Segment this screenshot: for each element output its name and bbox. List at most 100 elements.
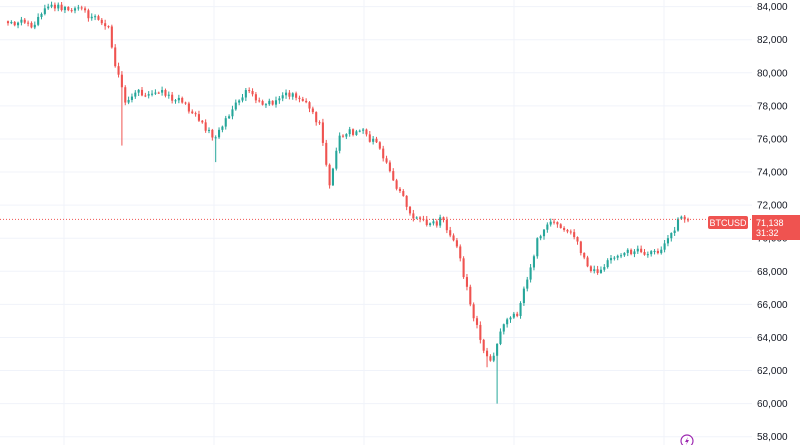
candle-down <box>144 95 147 97</box>
candle-down <box>184 102 187 104</box>
candle-down <box>583 252 586 258</box>
candle-up <box>231 109 234 117</box>
candle-down <box>382 148 385 159</box>
candle-up <box>63 6 66 11</box>
candle-up <box>281 95 284 99</box>
candle-down <box>311 108 314 113</box>
candle-down <box>442 217 445 221</box>
candle-up <box>599 269 602 273</box>
candle-down <box>569 231 572 233</box>
candle-up <box>646 254 649 256</box>
candle-down <box>398 188 401 192</box>
candle-down <box>395 180 398 189</box>
candle-up <box>506 319 509 325</box>
candle-up <box>526 279 529 289</box>
candle-down <box>201 120 204 123</box>
candle-up <box>177 97 180 101</box>
candle-down <box>120 74 123 88</box>
candle-up <box>532 256 535 268</box>
candle-up <box>429 223 432 225</box>
candle-down <box>140 89 144 96</box>
lightning-icon[interactable] <box>680 434 694 445</box>
candle-up <box>636 248 639 252</box>
price-axis[interactable]: 84,000 82,000 80,000 78,000 76,000 74,000 72,0… <box>757 2 788 443</box>
candle-up <box>663 243 666 250</box>
candle-up <box>502 324 505 332</box>
candle-down <box>589 266 592 272</box>
bar-countdown: 31:32 <box>756 228 779 238</box>
candle-up <box>291 93 294 97</box>
candle-down <box>553 221 556 223</box>
candle-up <box>167 94 170 96</box>
candle-down <box>475 318 479 325</box>
symbol-label: BTCUSD <box>709 218 747 228</box>
candle-down <box>117 66 120 75</box>
candle-down <box>288 92 291 97</box>
candle-down <box>110 26 113 48</box>
candle-down <box>107 26 110 28</box>
candle-up <box>238 100 241 103</box>
candle-up <box>492 355 495 361</box>
candle-up <box>666 238 669 244</box>
candle-down <box>295 93 298 98</box>
y-tick-label: 82,000 <box>757 35 788 46</box>
candle-down <box>643 252 646 255</box>
candle-up <box>228 116 231 119</box>
candle-down <box>191 111 194 114</box>
candle-up <box>606 260 609 268</box>
candle-up <box>355 131 358 135</box>
candle-down <box>482 339 485 351</box>
candle-up <box>609 258 613 261</box>
candle-up <box>616 255 619 258</box>
candle-down <box>84 8 87 11</box>
candlesticks <box>6 1 690 404</box>
candle-up <box>43 8 46 14</box>
candle-down <box>30 22 33 28</box>
y-tick-label: 64,000 <box>757 333 788 344</box>
candle-up <box>676 218 680 231</box>
candle-up <box>620 255 623 257</box>
candle-up <box>90 16 93 19</box>
candle-down <box>573 232 576 238</box>
candle-down <box>164 89 167 96</box>
candle-down <box>630 249 633 255</box>
candle-down <box>425 219 428 225</box>
y-tick-label: 76,000 <box>757 134 788 145</box>
candle-down <box>469 286 472 305</box>
candle-up <box>372 138 375 142</box>
candle-up <box>650 251 653 255</box>
candle-up <box>137 89 140 93</box>
candle-up <box>519 303 522 316</box>
candle-down <box>516 313 519 316</box>
candle-up <box>40 13 43 17</box>
y-tick-label: 84,000 <box>757 2 788 13</box>
candle-down <box>459 246 462 259</box>
candle-up <box>603 267 606 270</box>
candle-up <box>73 8 77 11</box>
candle-down <box>408 206 412 214</box>
candle-up <box>285 92 288 96</box>
y-tick-label: 74,000 <box>757 168 788 179</box>
candle-down <box>556 222 559 225</box>
candle-up <box>542 229 546 237</box>
candle-up <box>218 129 221 138</box>
grid-lines <box>0 0 752 445</box>
candle-up <box>499 331 502 344</box>
candle-up <box>522 288 525 304</box>
candle-down <box>298 97 301 99</box>
candle-down <box>27 22 30 24</box>
candle-up <box>509 317 512 320</box>
y-tick-label: 72,000 <box>757 201 788 212</box>
y-tick-label: 58,000 <box>757 432 788 443</box>
candle-down <box>80 7 83 9</box>
candle-down <box>462 258 465 278</box>
candle-up <box>626 249 629 253</box>
candle-down <box>321 122 324 143</box>
candle-up <box>331 168 334 186</box>
candle-up <box>348 129 351 135</box>
candle-down <box>586 257 589 267</box>
candle-down <box>87 10 90 19</box>
candle-down <box>261 101 264 105</box>
candle-up <box>127 99 130 103</box>
